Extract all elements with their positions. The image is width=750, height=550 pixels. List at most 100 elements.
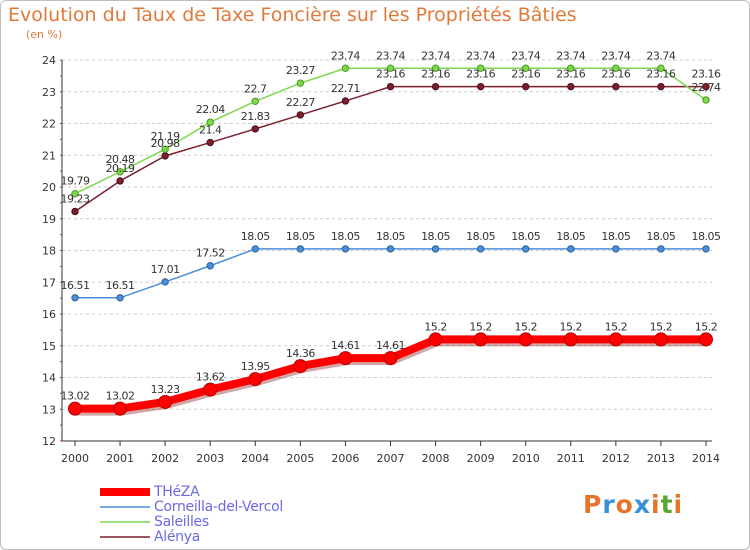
x-tick-label: 2005 xyxy=(286,452,314,465)
data-point xyxy=(68,401,82,416)
data-label: 15.2 xyxy=(469,320,492,333)
data-label: 18.05 xyxy=(692,230,721,243)
data-point xyxy=(161,278,169,286)
data-label: 20.19 xyxy=(106,162,135,175)
proxiti-logo-letter: P xyxy=(583,490,603,519)
data-point xyxy=(206,138,214,147)
data-label: 14.61 xyxy=(376,339,405,352)
x-tick-label: 2013 xyxy=(647,452,675,465)
data-point xyxy=(251,125,259,133)
data-point xyxy=(612,82,620,91)
y-tick-label: 24 xyxy=(42,54,56,67)
proxiti-logo-letter: r xyxy=(602,490,616,519)
legend-label-theza: THéZA xyxy=(154,483,200,500)
data-label: 18.05 xyxy=(376,230,405,243)
data-label: 13.95 xyxy=(241,360,270,373)
data-label: 17.52 xyxy=(196,247,225,260)
data-label: 23.74 xyxy=(511,49,540,62)
data-label: 15.2 xyxy=(514,320,537,333)
data-label: 18.05 xyxy=(601,230,630,243)
data-point xyxy=(567,82,575,91)
x-tick-label: 2002 xyxy=(151,452,179,465)
data-label: 23.74 xyxy=(556,49,585,62)
legend-label-corneilla: Corneilla-del-Vercol xyxy=(154,498,283,515)
x-tick-label: 2012 xyxy=(602,452,630,465)
data-label: 18.05 xyxy=(331,230,360,243)
data-point xyxy=(71,294,79,302)
data-point xyxy=(428,332,443,347)
data-label: 23.74 xyxy=(421,49,450,62)
data-label: 22.74 xyxy=(692,81,721,94)
data-label: 15.2 xyxy=(424,320,447,333)
y-tick-label: 18 xyxy=(42,245,56,258)
legend-item-corneilla: Corneilla-del-Vercol xyxy=(100,498,283,515)
legend-label-saleilles: Saleilles xyxy=(154,513,209,530)
y-tick-label: 14 xyxy=(42,372,56,385)
y-tick-label: 15 xyxy=(42,340,56,353)
legend: THéZA Corneilla-del-Vercol Saleilles Alé… xyxy=(100,483,283,545)
data-label: 15.2 xyxy=(605,320,628,333)
data-point xyxy=(567,64,575,72)
legend-item-theza: THéZA xyxy=(100,483,283,500)
data-point xyxy=(116,294,124,302)
data-label: 22.04 xyxy=(196,103,225,116)
data-label: 21.83 xyxy=(241,110,270,123)
proxiti-logo-letter: i xyxy=(673,490,684,519)
data-label: 22.71 xyxy=(331,82,360,95)
proxiti-logo: Proxiti xyxy=(583,490,683,519)
data-point xyxy=(657,245,665,253)
data-point xyxy=(383,351,398,366)
data-label: 18.05 xyxy=(511,230,540,243)
data-label: 23.16 xyxy=(511,68,540,81)
legend-item-saleilles: Saleilles xyxy=(100,513,283,530)
y-tick-label: 21 xyxy=(42,149,56,162)
y-tick-label: 13 xyxy=(42,403,56,416)
data-point xyxy=(158,394,173,409)
series-0 xyxy=(68,332,713,416)
data-point xyxy=(386,245,395,253)
data-point xyxy=(522,245,530,253)
y-tick-label: 16 xyxy=(42,308,56,321)
data-point xyxy=(476,64,485,72)
data-point xyxy=(296,111,305,119)
data-label: 15.2 xyxy=(560,320,583,333)
data-label: 18.05 xyxy=(421,230,450,243)
chart-title: Evolution du Taux de Taxe Foncière sur l… xyxy=(8,4,577,26)
y-tick-label: 19 xyxy=(42,213,56,226)
y-tick-label: 12 xyxy=(42,435,56,448)
data-point xyxy=(567,245,575,253)
data-point xyxy=(518,332,533,347)
data-label: 22.7 xyxy=(244,82,267,95)
data-label: 23.16 xyxy=(556,68,585,81)
data-point xyxy=(338,351,353,366)
data-label: 23.16 xyxy=(601,68,630,81)
data-label: 23.74 xyxy=(646,49,675,62)
data-label: 23.74 xyxy=(376,49,405,62)
data-point xyxy=(702,245,710,253)
data-label: 23.27 xyxy=(286,64,315,77)
data-point xyxy=(612,245,620,253)
proxiti-logo-letter: x xyxy=(633,490,651,519)
data-label: 14.61 xyxy=(331,339,360,352)
data-point xyxy=(653,332,668,347)
data-label: 23.74 xyxy=(331,49,360,62)
data-label: 23.16 xyxy=(466,68,495,81)
data-label: 23.16 xyxy=(376,68,405,81)
data-label: 18.05 xyxy=(286,230,315,243)
data-label: 15.2 xyxy=(650,320,673,333)
data-label: 14.36 xyxy=(286,347,315,360)
data-label: 16.51 xyxy=(106,279,135,292)
data-point xyxy=(657,64,665,72)
y-tick-label: 17 xyxy=(42,276,56,289)
data-label: 13.02 xyxy=(61,390,90,403)
data-label: 17.01 xyxy=(151,263,180,276)
data-point xyxy=(386,64,395,72)
legend-item-alenya: Alénya xyxy=(100,529,283,545)
x-tick-label: 2011 xyxy=(557,452,585,465)
data-label: 13.23 xyxy=(151,383,180,396)
x-tick-label: 2010 xyxy=(512,452,540,465)
data-point xyxy=(699,332,713,347)
legend-swatch-theza xyxy=(100,487,150,496)
x-tick-label: 2001 xyxy=(106,452,134,465)
data-point xyxy=(473,332,488,347)
